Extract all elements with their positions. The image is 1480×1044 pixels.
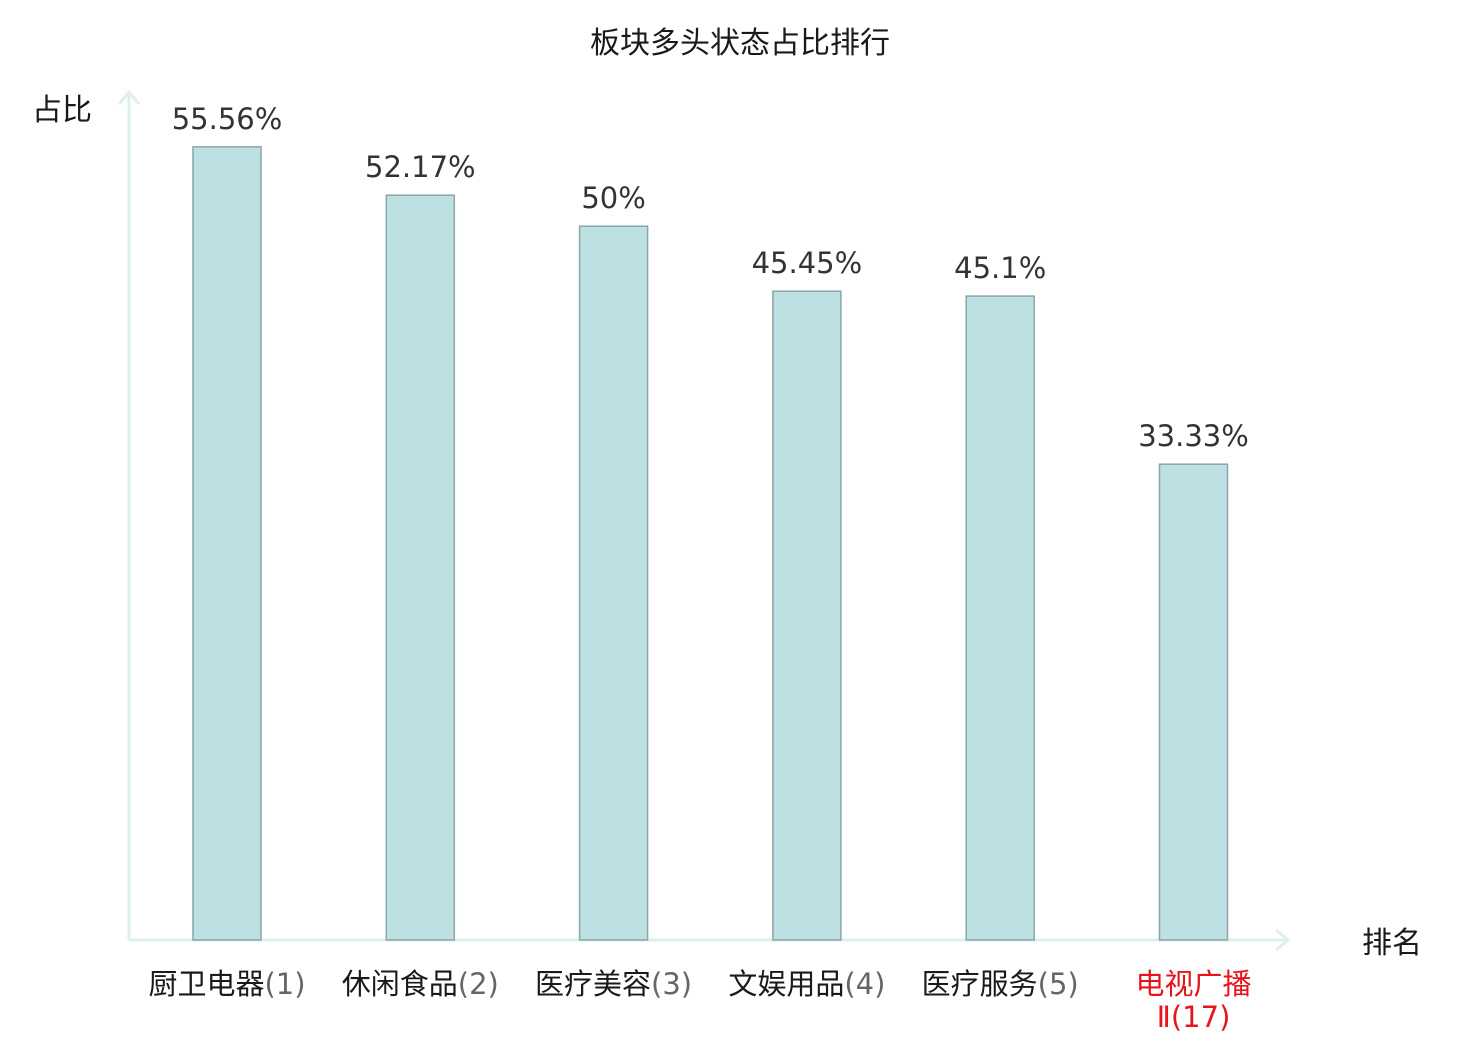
bar-value-label: 52.17% bbox=[365, 150, 476, 184]
axes bbox=[117, 89, 1291, 952]
chart-title: 板块多头状态占比排行 bbox=[590, 26, 890, 61]
y-axis-arrow bbox=[117, 89, 141, 105]
category-name: 医疗美容 bbox=[535, 967, 651, 1001]
category-name: 休闲食品 bbox=[342, 967, 458, 1001]
x-axis-arrow bbox=[1275, 928, 1291, 952]
category-rank: (5) bbox=[1038, 967, 1079, 1001]
bars-group bbox=[192, 146, 1229, 941]
bar[interactable] bbox=[772, 290, 842, 941]
bar-value-label: 50% bbox=[581, 181, 645, 215]
x-axis-label: 排名 bbox=[1362, 926, 1422, 961]
category-name: 医疗服务 bbox=[922, 967, 1038, 1001]
category-name: 电视广播 bbox=[1135, 967, 1251, 1001]
category-rank: (3) bbox=[651, 967, 692, 1001]
value-labels-group: 55.56% 52.17% 50% 45.45% 45.1% 33.33% bbox=[172, 102, 1249, 453]
category-tick-label: 文娱用品(4) bbox=[728, 967, 885, 1001]
category-tick-label: 厨卫电器(1) bbox=[148, 967, 305, 1001]
category-tick-label: 医疗服务(5) bbox=[922, 967, 1079, 1001]
category-name: 厨卫电器 bbox=[148, 967, 264, 1001]
category-name: 文娱用品 bbox=[728, 967, 844, 1001]
bar[interactable] bbox=[965, 295, 1035, 941]
category-tick-label: 电视广播 Ⅱ(17) bbox=[1135, 967, 1251, 1034]
category-rank: (4) bbox=[844, 967, 885, 1001]
category-tick-label: 医疗美容(3) bbox=[535, 967, 692, 1001]
category-labels-group: 厨卫电器(1) 休闲食品(2) 医疗美容(3) 文娱用品(4) 医疗服务(5) 电视广播 Ⅱ… bbox=[148, 967, 1251, 1034]
bar-value-label: 33.33% bbox=[1138, 419, 1249, 453]
bar-value-label: 45.45% bbox=[752, 246, 863, 280]
category-rank: (1) bbox=[264, 967, 305, 1001]
bar-value-label: 45.1% bbox=[954, 251, 1046, 285]
category-rank: Ⅱ(17) bbox=[1157, 1000, 1231, 1034]
bar[interactable] bbox=[385, 194, 456, 941]
category-tick-label: 休闲食品(2) bbox=[342, 967, 499, 1001]
bar-value-label: 55.56% bbox=[172, 102, 283, 136]
bar[interactable] bbox=[192, 146, 262, 941]
y-axis-label: 占比 bbox=[32, 93, 92, 128]
bar[interactable] bbox=[578, 225, 649, 941]
bar[interactable] bbox=[1158, 463, 1229, 941]
category-rank: (2) bbox=[458, 967, 499, 1001]
